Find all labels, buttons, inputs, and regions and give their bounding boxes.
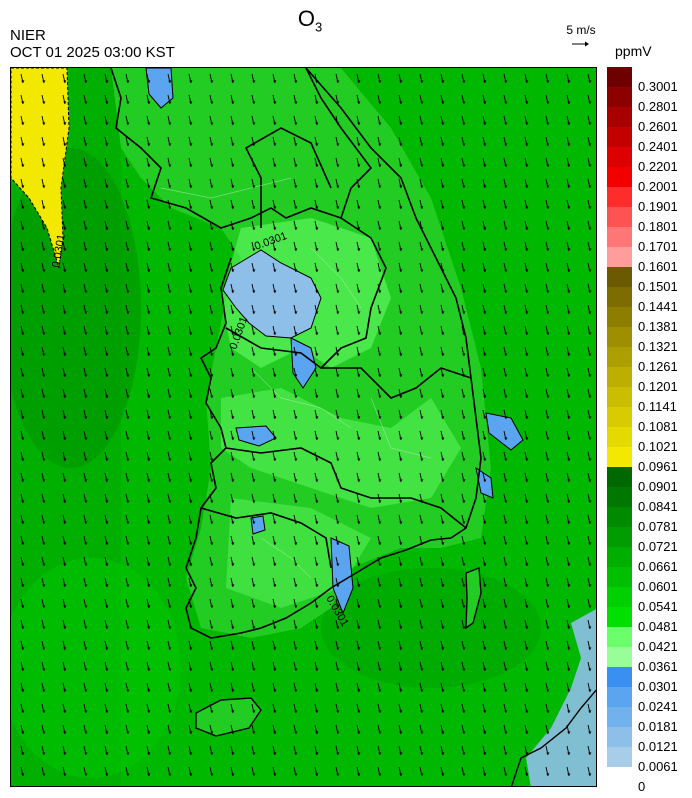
colorbar-segment bbox=[607, 447, 632, 468]
colorbar-tick-label: 0.0721 bbox=[638, 539, 678, 554]
colorbar-labels: 0.3001 0.2801 0.2601 0.2401 0.2201 0.2001 0.19… bbox=[638, 67, 692, 794]
colorbar-tick-label: 0.1801 bbox=[638, 219, 678, 234]
colorbar-tick-label: 0.0841 bbox=[638, 499, 678, 514]
colorbar-tick-label: 0.0301 bbox=[638, 679, 678, 694]
colorbar-segment bbox=[607, 507, 632, 528]
colorbar-segment bbox=[607, 347, 632, 368]
colorbar-segment bbox=[607, 607, 632, 628]
colorbar-segment bbox=[607, 707, 632, 728]
colorbar-segment bbox=[607, 467, 632, 488]
colorbar-tick-label: 0 bbox=[638, 779, 646, 794]
colorbar-segment bbox=[607, 667, 632, 688]
colorbar-tick-label: 0.0901 bbox=[638, 479, 678, 494]
colorbar-tick-label: 0.0421 bbox=[638, 639, 678, 654]
colorbar-tick-label: 0.2001 bbox=[638, 179, 678, 194]
colorbar-tick-label: 0.1441 bbox=[638, 299, 678, 314]
colorbar-segment bbox=[607, 647, 632, 668]
colorbar-segment bbox=[607, 147, 632, 168]
colorbar-segment bbox=[607, 527, 632, 548]
unit-label: ppmV bbox=[615, 43, 652, 59]
colorbar-segment bbox=[607, 207, 632, 228]
colorbar-tick-label: 0.2401 bbox=[638, 139, 678, 154]
colorbar-tick-label: 0.0781 bbox=[638, 519, 678, 534]
datetime-label: OCT 01 2025 03:00 KST bbox=[10, 44, 175, 61]
wind-reference-arrow-icon bbox=[572, 41, 589, 47]
colorbar-tick-label: 0.0241 bbox=[638, 699, 678, 714]
colorbar-tick-label: 0.0961 bbox=[638, 459, 678, 474]
colorbar-segment bbox=[607, 227, 632, 248]
colorbar-tick-label: 0.2601 bbox=[638, 119, 678, 134]
colorbar-segment bbox=[607, 747, 632, 767]
colorbar-segment bbox=[607, 327, 632, 348]
colorbar-segment bbox=[607, 387, 632, 408]
colorbar-segment bbox=[607, 367, 632, 388]
colorbar-tick-label: 0.1201 bbox=[638, 379, 678, 394]
colorbar-tick-label: 0.0181 bbox=[638, 719, 678, 734]
chart-title: O3 bbox=[297, 6, 323, 35]
colorbar-segment bbox=[607, 87, 632, 108]
colorbar-tick-label: 0.1601 bbox=[638, 259, 678, 274]
colorbar-segment bbox=[607, 487, 632, 508]
colorbar-tick-label: 0.1901 bbox=[638, 199, 678, 214]
colorbar-tick-label: 0.0121 bbox=[638, 739, 678, 754]
colorbar-tick-label: 0.1321 bbox=[638, 339, 678, 354]
colorbar-segment bbox=[607, 187, 632, 208]
colorbar-tick-label: 0.1141 bbox=[638, 399, 677, 414]
colorbar-segment bbox=[607, 427, 632, 448]
wind-reference-label: 5 m/s bbox=[566, 23, 596, 37]
colorbar-tick-label: 0.1261 bbox=[638, 359, 678, 374]
colorbar-tick-label: 0.3001 bbox=[638, 79, 678, 94]
colorbar-tick-label: 0.0361 bbox=[638, 659, 678, 674]
colorbar-tick-label: 0.0541 bbox=[638, 599, 678, 614]
colorbar-tick-label: 0.1501 bbox=[638, 279, 678, 294]
colorbar-tick-label: 0.0661 bbox=[638, 559, 678, 574]
colorbar-segment bbox=[607, 107, 632, 128]
colorbar-segment bbox=[607, 307, 632, 328]
colorbar-segment bbox=[607, 167, 632, 188]
colorbar-tick-label: 0.2801 bbox=[638, 99, 678, 114]
colorbar-segment bbox=[607, 567, 632, 588]
colorbar-tick-label: 0.1081 bbox=[638, 419, 678, 434]
colorbar-segment bbox=[607, 727, 632, 748]
colorbar-segment bbox=[607, 267, 632, 288]
colorbar-segment bbox=[607, 627, 632, 648]
colorbar-segment bbox=[607, 67, 632, 88]
colorbar-segment bbox=[607, 547, 632, 568]
colorbar-tick-label: 0.1701 bbox=[638, 239, 678, 254]
colorbar-segment bbox=[607, 127, 632, 148]
colorbar-segment bbox=[607, 287, 632, 308]
colorbar bbox=[607, 67, 632, 767]
contour-label: 0.0301 bbox=[50, 233, 68, 268]
colorbar-tick-label: 0.0061 bbox=[638, 759, 678, 774]
organization-label: NIER bbox=[10, 27, 46, 44]
colorbar-tick-label: 0.1381 bbox=[638, 319, 678, 334]
colorbar-segment bbox=[607, 687, 632, 708]
colorbar-segment bbox=[607, 247, 632, 268]
colorbar-segment bbox=[607, 587, 632, 608]
colorbar-segment bbox=[607, 407, 632, 428]
colorbar-tick-label: 0.0601 bbox=[638, 579, 678, 594]
colorbar-tick-label: 0.0481 bbox=[638, 619, 678, 634]
colorbar-tick-label: 0.2201 bbox=[638, 159, 678, 174]
colorbar-tick-label: 0.1021 bbox=[638, 439, 678, 454]
ozone-map: 0.0301 0.0301 0.0301 0.0301 bbox=[10, 67, 597, 787]
